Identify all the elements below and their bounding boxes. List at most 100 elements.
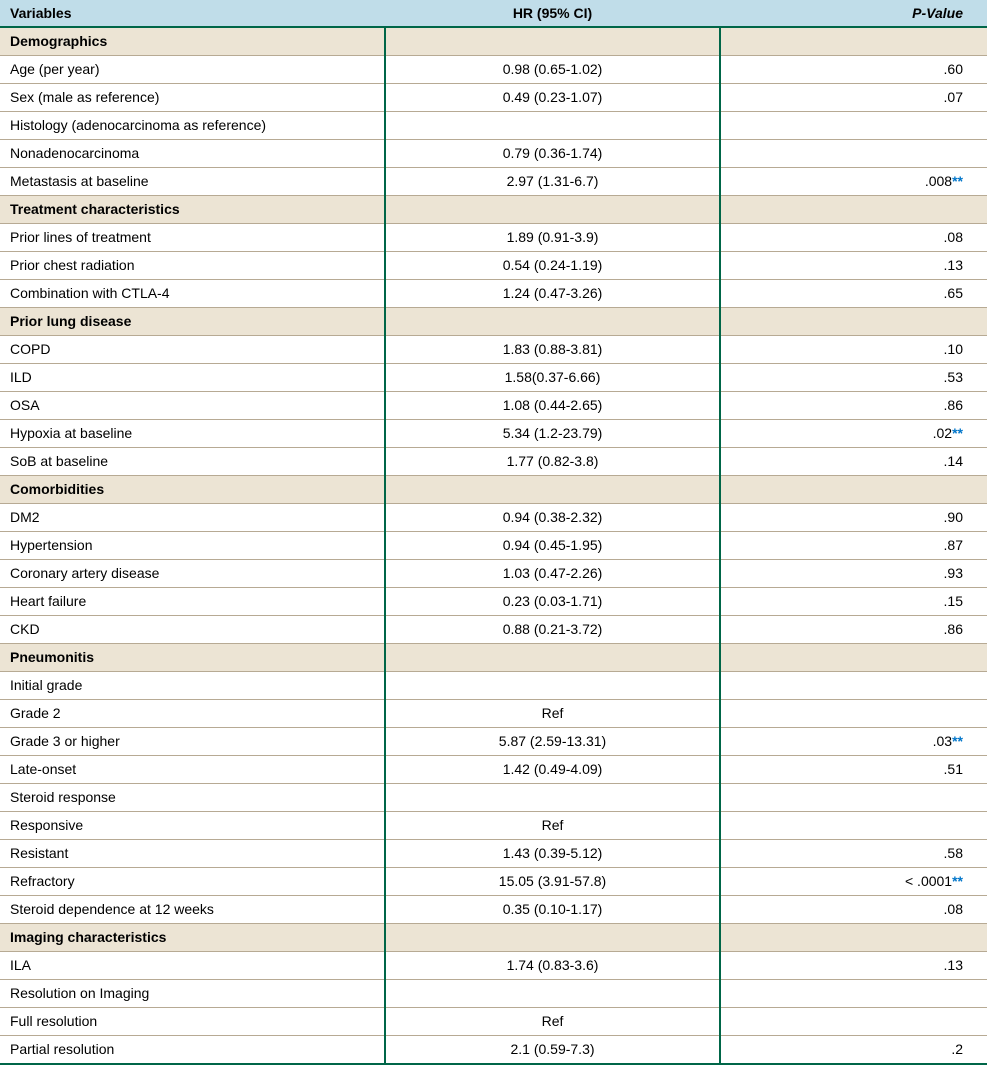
p-value-text: .07 [944, 89, 963, 105]
variable-label: Prior lines of treatment [0, 224, 385, 252]
p-value [720, 812, 987, 840]
p-value: .07 [720, 84, 987, 112]
variable-label: Sex (male as reference) [0, 84, 385, 112]
table-row: Prior lines of treatment1.89 (0.91-3.9).… [0, 224, 987, 252]
p-value-text: .93 [944, 565, 963, 581]
p-value: .08 [720, 224, 987, 252]
p-value: .02** [720, 420, 987, 448]
hr-value: 5.87 (2.59-13.31) [385, 728, 720, 756]
section-row: Imaging characteristics [0, 924, 987, 952]
p-value-text: < .0001 [905, 873, 952, 889]
section-hr-cell [385, 308, 720, 336]
section-row: Comorbidities [0, 476, 987, 504]
p-value-text: .08 [944, 229, 963, 245]
p-value: .13 [720, 252, 987, 280]
p-value-text: .15 [944, 593, 963, 609]
section-p-cell [720, 308, 987, 336]
p-value-text: .10 [944, 341, 963, 357]
p-value-text: .13 [944, 257, 963, 273]
variable-label: CKD [0, 616, 385, 644]
table-row: Prior chest radiation0.54 (0.24-1.19).13 [0, 252, 987, 280]
table-row: DM20.94 (0.38-2.32).90 [0, 504, 987, 532]
section-label: Demographics [0, 27, 385, 56]
variable-label: Metastasis at baseline [0, 168, 385, 196]
table-row: COPD1.83 (0.88-3.81).10 [0, 336, 987, 364]
significance-stars: ** [952, 733, 963, 749]
p-value: .58 [720, 840, 987, 868]
significance-stars: ** [952, 425, 963, 441]
variable-label: OSA [0, 392, 385, 420]
table-row: Late-onset1.42 (0.49-4.09) .51 [0, 756, 987, 784]
table-row: Steroid dependence at 12 weeks0.35 (0.10… [0, 896, 987, 924]
table-row: Initial grade [0, 672, 987, 700]
col-header-pvalue: P-Value [720, 0, 987, 27]
variable-label: Full resolution [0, 1008, 385, 1036]
variable-label: Age (per year) [0, 56, 385, 84]
table-row: Heart failure0.23 (0.03-1.71).15 [0, 588, 987, 616]
table-row: Hypertension0.94 (0.45-1.95).87 [0, 532, 987, 560]
p-value [720, 672, 987, 700]
p-value: .008** [720, 168, 987, 196]
section-hr-cell [385, 476, 720, 504]
p-value-text: .008 [925, 173, 952, 189]
variable-label: Steroid dependence at 12 weeks [0, 896, 385, 924]
table-row: Refractory15.05 (3.91-57.8)< .0001** [0, 868, 987, 896]
variable-label: SoB at baseline [0, 448, 385, 476]
p-value: .93 [720, 560, 987, 588]
section-p-cell [720, 196, 987, 224]
hr-value: 0.23 (0.03-1.71) [385, 588, 720, 616]
variable-label: Grade 2 [0, 700, 385, 728]
variable-label: Grade 3 or higher [0, 728, 385, 756]
p-value: .65 [720, 280, 987, 308]
table-row: Full resolutionRef [0, 1008, 987, 1036]
p-value: .10 [720, 336, 987, 364]
p-value-text: .51 [944, 761, 963, 777]
variable-label: Hypoxia at baseline [0, 420, 385, 448]
hr-value: 0.79 (0.36-1.74) [385, 140, 720, 168]
hr-value: 2.97 (1.31-6.7) [385, 168, 720, 196]
variable-label: COPD [0, 336, 385, 364]
variable-label: Steroid response [0, 784, 385, 812]
p-value-text: .03 [933, 733, 952, 749]
p-value: .03** [720, 728, 987, 756]
col-header-variables: Variables [0, 0, 385, 27]
hr-value [385, 112, 720, 140]
variable-label: Partial resolution [0, 1036, 385, 1065]
section-label: Imaging characteristics [0, 924, 385, 952]
variable-label: Late-onset [0, 756, 385, 784]
p-value: < .0001** [720, 868, 987, 896]
section-hr-cell [385, 924, 720, 952]
p-value: .2 [720, 1036, 987, 1065]
variable-label: Histology (adenocarcinoma as reference) [0, 112, 385, 140]
variable-label: ILA [0, 952, 385, 980]
p-value-text: .14 [944, 453, 963, 469]
table-row: Histology (adenocarcinoma as reference) [0, 112, 987, 140]
col-header-hr: HR (95% CI) [385, 0, 720, 27]
section-row: Pneumonitis [0, 644, 987, 672]
p-value-text: .02 [933, 425, 952, 441]
section-row: Prior lung disease [0, 308, 987, 336]
table-row: Resolution on Imaging [0, 980, 987, 1008]
hr-value: 1.58(0.37-6.66) [385, 364, 720, 392]
p-value-text: .53 [944, 369, 963, 385]
p-value [720, 1008, 987, 1036]
variable-label: Prior chest radiation [0, 252, 385, 280]
table-row: CKD0.88 (0.21-3.72).86 [0, 616, 987, 644]
hr-value [385, 672, 720, 700]
p-value-text: .13 [944, 957, 963, 973]
hr-value [385, 784, 720, 812]
variable-label: Nonadenocarcinoma [0, 140, 385, 168]
section-p-cell [720, 644, 987, 672]
p-value [720, 784, 987, 812]
p-value: .90 [720, 504, 987, 532]
table-body: DemographicsAge (per year)0.98 (0.65-1.0… [0, 27, 987, 1064]
p-value: .86 [720, 616, 987, 644]
hr-value: 0.94 (0.38-2.32) [385, 504, 720, 532]
section-row: Treatment characteristics [0, 196, 987, 224]
variable-label: Refractory [0, 868, 385, 896]
variable-label: Coronary artery disease [0, 560, 385, 588]
table-row: Coronary artery disease1.03 (0.47-2.26).… [0, 560, 987, 588]
table-row: Partial resolution2.1 (0.59-7.3).2 [0, 1036, 987, 1065]
hr-value: 1.42 (0.49-4.09) [385, 756, 720, 784]
variable-label: Resistant [0, 840, 385, 868]
